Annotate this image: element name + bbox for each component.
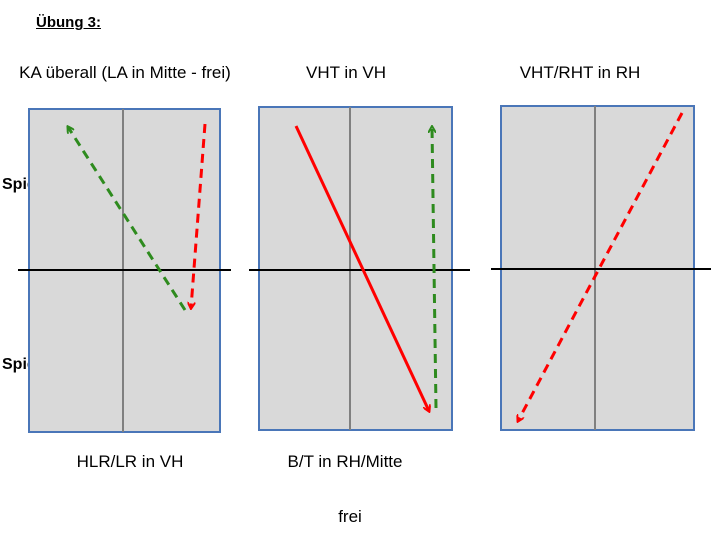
court-2-green-dashed-arrow: [432, 127, 438, 409]
caption-court-1-top: KA überall (LA in Mitte - frei): [19, 63, 231, 82]
court-3: [491, 105, 711, 431]
court-1: [18, 108, 231, 433]
caption-court-3-top: VHT/RHT in RH: [519, 63, 641, 82]
caption-court-1-bottom: HLR/LR in VH: [76, 452, 184, 471]
court-2-area: [258, 106, 453, 431]
court-1-red-dashed-arrow: [191, 123, 207, 308]
court-2: [249, 106, 470, 431]
exercise-title: Übung 3:: [36, 14, 101, 31]
caption-court-2-bottom: B/T in RH/Mitte: [287, 452, 403, 471]
court-1-green-dashed-arrow: [68, 127, 187, 311]
court-3-red-dashed-arrow: [518, 112, 684, 421]
caption-court-2-top: VHT in VH: [306, 63, 386, 82]
caption-bottom-center: frei: [338, 507, 362, 526]
court-2-red-solid-arrow: [294, 125, 429, 411]
